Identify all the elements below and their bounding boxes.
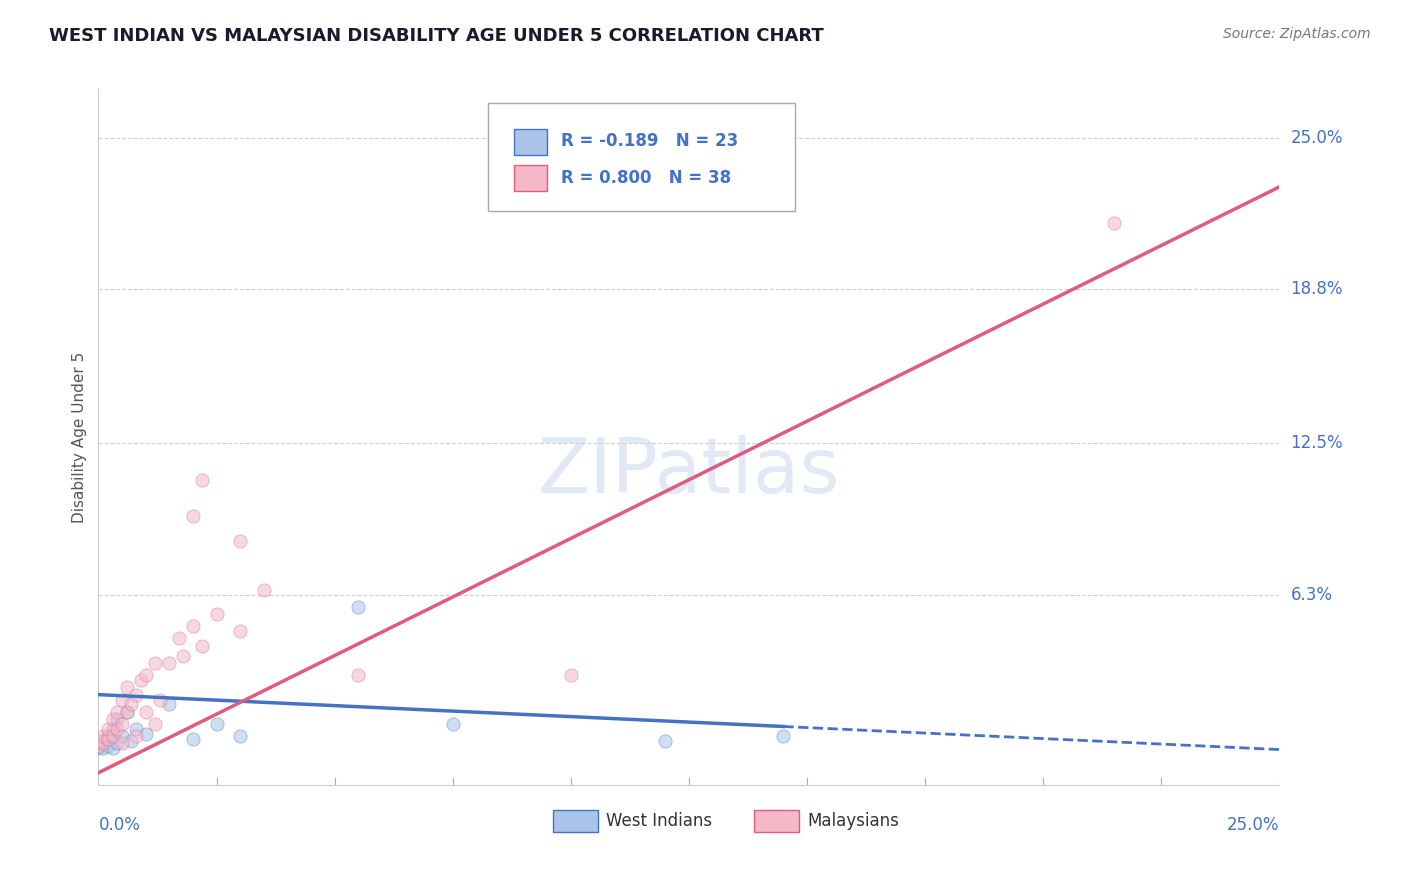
- Y-axis label: Disability Age Under 5: Disability Age Under 5: [72, 351, 87, 523]
- Point: [105, 736, 128, 750]
- Point: [87, 741, 110, 756]
- Point: [87, 739, 110, 753]
- Point: [91, 741, 114, 756]
- Point: [125, 688, 148, 702]
- Point: [181, 509, 204, 524]
- Point: [101, 712, 124, 726]
- Point: [91, 736, 114, 750]
- Point: [157, 656, 180, 670]
- Point: [105, 712, 128, 726]
- Point: [135, 668, 157, 682]
- Point: [125, 722, 148, 736]
- Point: [105, 722, 128, 736]
- Point: [772, 729, 794, 743]
- Text: Source: ZipAtlas.com: Source: ZipAtlas.com: [1223, 27, 1371, 41]
- Text: R = 0.800   N = 38: R = 0.800 N = 38: [561, 169, 731, 187]
- Point: [149, 692, 172, 706]
- Point: [205, 717, 228, 731]
- Point: [121, 734, 143, 748]
- Point: [654, 734, 676, 748]
- Point: [229, 624, 252, 639]
- Point: [97, 739, 120, 753]
- Point: [97, 722, 120, 736]
- Point: [229, 729, 252, 743]
- Point: [111, 692, 134, 706]
- Text: WEST INDIAN VS MALAYSIAN DISABILITY AGE UNDER 5 CORRELATION CHART: WEST INDIAN VS MALAYSIAN DISABILITY AGE …: [49, 27, 824, 45]
- Point: [441, 717, 464, 731]
- Point: [121, 698, 143, 712]
- Point: [229, 533, 252, 548]
- Point: [181, 731, 204, 746]
- Point: [115, 705, 138, 719]
- Point: [111, 729, 134, 743]
- Text: 12.5%: 12.5%: [1291, 434, 1343, 452]
- Point: [115, 681, 138, 695]
- Text: 25.0%: 25.0%: [1227, 815, 1279, 833]
- Point: [181, 619, 204, 633]
- Point: [172, 648, 194, 663]
- Text: ZIPatlas: ZIPatlas: [537, 435, 841, 508]
- Text: 6.3%: 6.3%: [1291, 585, 1333, 604]
- Point: [143, 656, 166, 670]
- Point: [143, 717, 166, 731]
- Point: [97, 729, 120, 743]
- Point: [253, 582, 276, 597]
- Point: [91, 734, 114, 748]
- FancyBboxPatch shape: [553, 810, 598, 832]
- Point: [105, 705, 128, 719]
- Text: 18.8%: 18.8%: [1291, 280, 1343, 299]
- FancyBboxPatch shape: [515, 128, 547, 155]
- Point: [115, 705, 138, 719]
- Point: [111, 736, 134, 750]
- Point: [347, 668, 370, 682]
- Point: [125, 729, 148, 743]
- Text: 0.0%: 0.0%: [98, 815, 141, 833]
- Text: R = -0.189   N = 23: R = -0.189 N = 23: [561, 132, 738, 150]
- FancyBboxPatch shape: [488, 103, 796, 211]
- FancyBboxPatch shape: [515, 165, 547, 192]
- Point: [1102, 217, 1125, 231]
- Point: [347, 599, 370, 614]
- Text: West Indians: West Indians: [606, 812, 713, 830]
- Point: [101, 729, 124, 743]
- Point: [87, 734, 110, 748]
- Point: [205, 607, 228, 621]
- Point: [560, 668, 582, 682]
- Point: [91, 729, 114, 743]
- Point: [101, 741, 124, 756]
- Point: [135, 727, 157, 741]
- Point: [97, 731, 120, 746]
- Point: [135, 705, 157, 719]
- Point: [111, 717, 134, 731]
- FancyBboxPatch shape: [754, 810, 799, 832]
- Text: Malaysians: Malaysians: [807, 812, 898, 830]
- Point: [101, 722, 124, 736]
- Point: [157, 698, 180, 712]
- Point: [87, 736, 110, 750]
- Point: [191, 639, 214, 653]
- Point: [129, 673, 152, 687]
- Point: [191, 473, 214, 487]
- Point: [167, 632, 190, 646]
- Text: 25.0%: 25.0%: [1291, 129, 1343, 147]
